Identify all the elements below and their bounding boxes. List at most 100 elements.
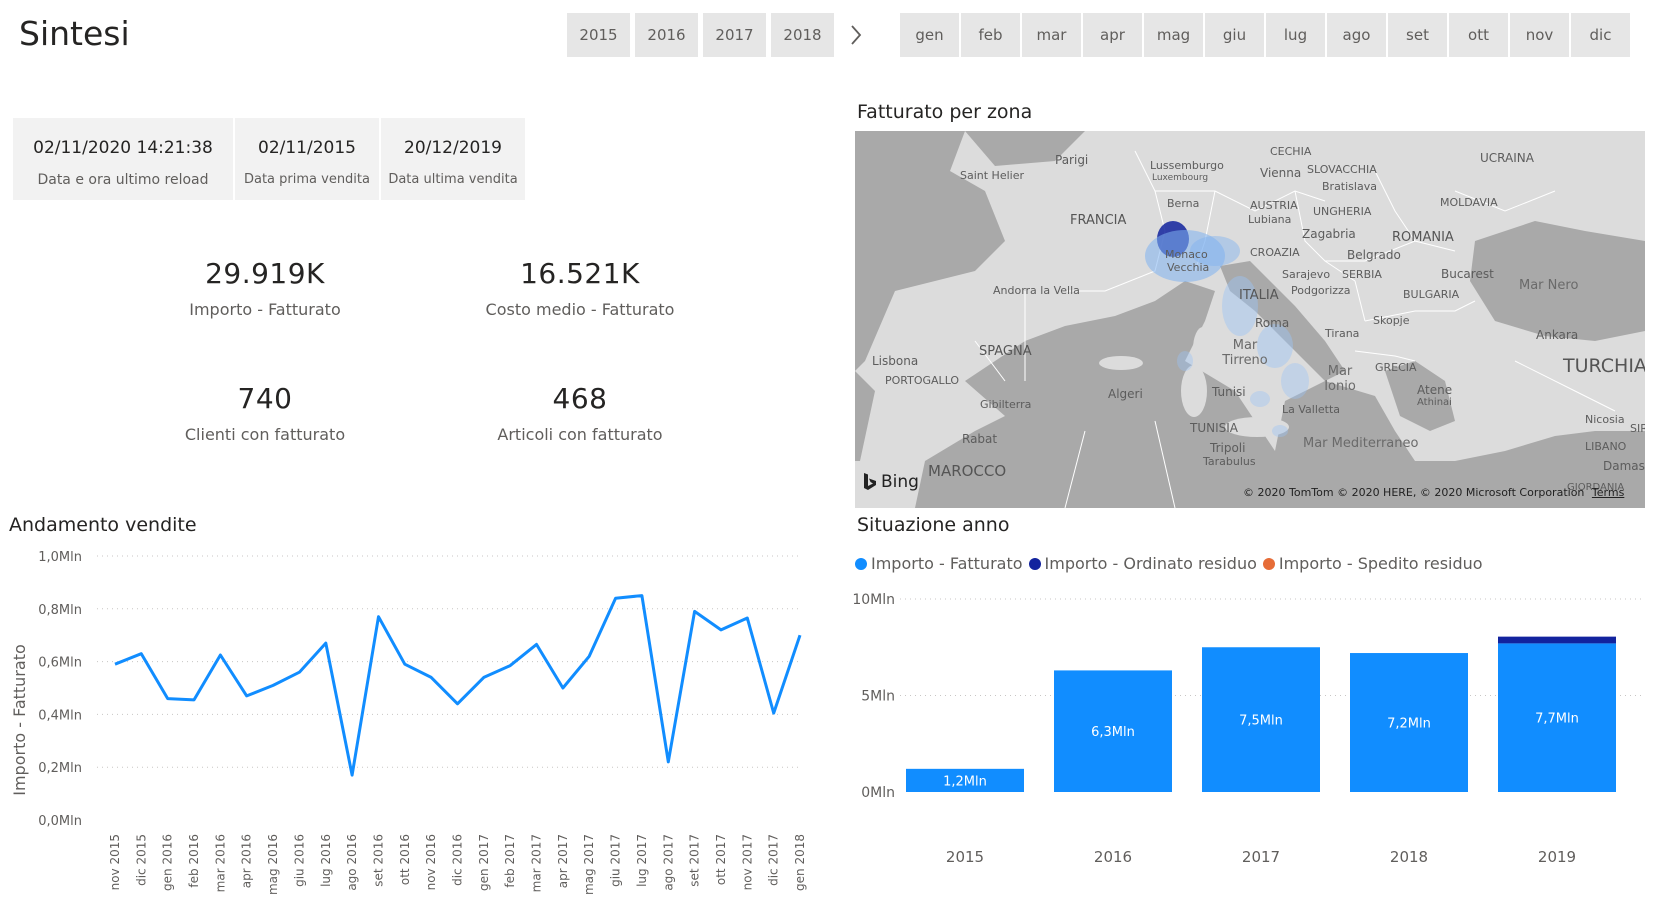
kpi-importo-fatturato: 29.919K Importo - Fatturato xyxy=(115,257,415,319)
map-label: FRANCIA xyxy=(1070,213,1127,228)
map-label: Sarajevo xyxy=(1282,268,1331,281)
month-button-lug[interactable]: lug xyxy=(1266,13,1325,57)
map-copyright-text: © 2020 TomTom © 2020 HERE, © 2020 Micros… xyxy=(1243,486,1585,499)
line-chart-gridlines xyxy=(97,555,800,768)
x-tick-label: mag 2017 xyxy=(582,834,596,895)
x-tick-label: 2019 xyxy=(1538,848,1576,866)
kpi-value: 29.919K xyxy=(205,257,325,290)
map-label: Vienna xyxy=(1260,166,1302,180)
kpi-value: 740 xyxy=(237,382,293,415)
bar-segment[interactable] xyxy=(1054,670,1172,792)
bar-chart-legend: Importo - Fatturato Importo - Ordinato r… xyxy=(855,554,1489,573)
year-button-2016[interactable]: 2016 xyxy=(635,13,698,57)
kpi-label: Importo - Fatturato xyxy=(189,300,341,319)
month-button-nov[interactable]: nov xyxy=(1510,13,1569,57)
month-button-apr[interactable]: apr xyxy=(1083,13,1142,57)
month-button-ott[interactable]: ott xyxy=(1449,13,1508,57)
map-label: UNGHERIA xyxy=(1313,205,1372,218)
x-tick-label: 2017 xyxy=(1242,848,1280,866)
sales-by-zone-map[interactable]: Parigi Saint Helier FRANCIA Lussemburgo … xyxy=(855,131,1645,508)
x-tick-label: dic 2016 xyxy=(451,834,465,886)
map-label: Andorra la Vella xyxy=(993,284,1080,297)
bar-chart-title: Situazione anno xyxy=(857,514,1010,536)
legend-dot xyxy=(1028,557,1041,570)
month-button-gen[interactable]: gen xyxy=(900,13,959,57)
y-tick-label: 0Mln xyxy=(861,785,895,801)
x-tick-label: feb 2017 xyxy=(503,834,517,888)
data-label: 7,5Mln xyxy=(1239,714,1283,729)
map-label: Mar Mediterraneo xyxy=(1303,436,1419,451)
year-button-2015[interactable]: 2015 xyxy=(567,13,630,57)
line-chart-x-axis: nov 2015 dic 2015 gen 2016 feb 2016 mar 2016… xyxy=(108,834,807,895)
sales-trend-line xyxy=(114,594,802,777)
legend-item-ordinato-residuo[interactable]: Importo - Ordinato residuo xyxy=(1028,554,1257,573)
x-tick-label: apr 2016 xyxy=(240,834,254,888)
map-label: LIBANO xyxy=(1585,440,1627,453)
map-label: PORTOGALLO xyxy=(885,374,960,387)
map-label: Lubiana xyxy=(1248,213,1292,226)
month-button-ago[interactable]: ago xyxy=(1327,13,1386,57)
map-label: Mar Ionio xyxy=(1324,364,1356,394)
map-label: GRECIA xyxy=(1375,361,1417,374)
x-tick-label: ago 2016 xyxy=(345,834,359,891)
x-tick-label: nov 2015 xyxy=(108,834,122,890)
year-situation-bar-chart[interactable]: 0Mln 5Mln 10Mln 1,2Mln 6,3Mln 7,5Mln 7,2Mln… xyxy=(845,585,1659,924)
map-label: Tarabulus xyxy=(1203,455,1256,468)
kpi-costo-medio: 16.521K Costo medio - Fatturato xyxy=(430,257,730,319)
card-value: 02/11/2015 xyxy=(258,138,356,158)
map-label: Athinai xyxy=(1417,397,1452,408)
month-button-mar[interactable]: mar xyxy=(1022,13,1081,57)
map-label: Lussemburgo xyxy=(1150,159,1224,172)
bar-segment[interactable] xyxy=(1498,636,1616,644)
card-label: Data prima vendita xyxy=(243,172,370,187)
year-button-2018[interactable]: 2018 xyxy=(771,13,834,57)
month-button-set[interactable]: set xyxy=(1388,13,1447,57)
map-label: UCRAINA xyxy=(1480,151,1534,165)
bar-segment[interactable] xyxy=(1202,647,1320,792)
map-label: ROMANIA xyxy=(1392,230,1454,245)
year-button-2017[interactable]: 2017 xyxy=(703,13,766,57)
month-button-dic[interactable]: dic xyxy=(1571,13,1630,57)
data-label: 1,2Mln xyxy=(943,774,987,789)
bar-segment[interactable] xyxy=(1350,653,1468,792)
map-label: CECHIA xyxy=(1270,145,1312,158)
kpi-articoli: 468 Articoli con fatturato xyxy=(430,382,730,444)
x-tick-label: lug 2017 xyxy=(635,834,649,887)
x-tick-label: gen 2018 xyxy=(793,834,807,891)
map-label: Monaco xyxy=(1165,248,1208,261)
card-first-sale: 02/11/2015 Data prima vendita xyxy=(235,118,379,200)
map-label: MAROCCO xyxy=(928,462,1007,480)
page-title: Sintesi xyxy=(19,14,130,53)
kpi-clienti: 740 Clienti con fatturato xyxy=(115,382,415,444)
map-terms-link[interactable]: Terms xyxy=(1591,486,1625,499)
x-tick-label: ott 2017 xyxy=(714,834,728,885)
line-chart-points xyxy=(113,594,802,778)
bar-segment[interactable] xyxy=(906,768,1024,792)
map-label: Roma xyxy=(1255,316,1290,330)
card-last-sale: 20/12/2019 Data ultima vendita xyxy=(381,118,525,200)
bar-segment[interactable] xyxy=(1498,643,1616,792)
map-copyright: © 2020 TomTom © 2020 HERE, © 2020 Micros… xyxy=(1243,486,1624,499)
map-label: Zagabria xyxy=(1302,227,1356,241)
legend-item-fatturato[interactable]: Importo - Fatturato xyxy=(855,554,1023,573)
year-next-chevron-icon[interactable] xyxy=(844,18,868,52)
line-chart-title: Andamento vendite xyxy=(9,514,197,536)
x-tick-label: dic 2017 xyxy=(767,834,781,886)
x-tick-label: mag 2016 xyxy=(266,834,280,895)
y-tick-label: 0,8Mln xyxy=(38,603,82,618)
map-label: Nicosia xyxy=(1585,413,1625,426)
map-label: Podgorizza xyxy=(1291,284,1351,297)
month-button-giu[interactable]: giu xyxy=(1205,13,1264,57)
map-label: Ankara xyxy=(1536,328,1579,342)
month-button-mag[interactable]: mag xyxy=(1144,13,1203,57)
legend-item-spedito-residuo[interactable]: Importo - Spedito residuo xyxy=(1262,554,1483,573)
map-label: Berna xyxy=(1167,197,1200,210)
map-label: BULGARIA xyxy=(1403,288,1460,301)
y-tick-label: 1,0Mln xyxy=(38,550,82,565)
map-label: Gibilterra xyxy=(980,398,1032,411)
map-label: Rabat xyxy=(962,432,998,446)
y-tick-label: 10Mln xyxy=(852,592,895,608)
sales-trend-line-chart[interactable]: 0,0Mln 0,2Mln 0,4Mln 0,6Mln 0,8Mln 1,0Ml… xyxy=(0,535,840,924)
map-label: SLOVACCHIA xyxy=(1307,163,1377,176)
month-button-feb[interactable]: feb xyxy=(961,13,1020,57)
